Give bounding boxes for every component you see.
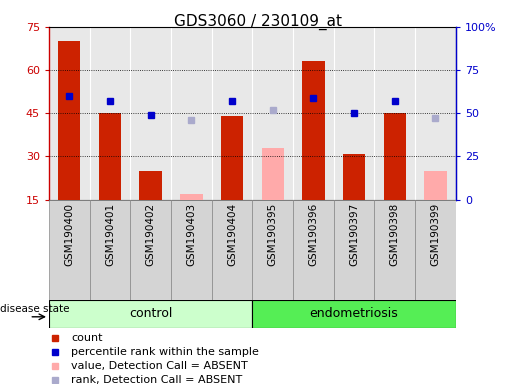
Text: GSM190397: GSM190397 xyxy=(349,203,359,266)
Text: disease state: disease state xyxy=(0,304,70,314)
Bar xyxy=(49,300,252,328)
Bar xyxy=(262,148,284,200)
Text: GSM190402: GSM190402 xyxy=(146,203,156,266)
Text: GSM190403: GSM190403 xyxy=(186,203,196,266)
Text: control: control xyxy=(129,308,173,320)
Bar xyxy=(343,154,365,200)
Text: GSM190395: GSM190395 xyxy=(268,203,278,266)
Bar xyxy=(415,200,456,300)
Text: GSM190400: GSM190400 xyxy=(64,203,74,266)
Bar xyxy=(130,200,171,300)
Bar xyxy=(212,200,252,300)
Bar xyxy=(252,200,293,300)
Text: GSM190404: GSM190404 xyxy=(227,203,237,266)
Text: GSM190401: GSM190401 xyxy=(105,203,115,266)
Bar xyxy=(99,113,121,200)
Text: GSM190399: GSM190399 xyxy=(431,203,440,266)
Text: count: count xyxy=(71,333,103,343)
Text: GDS3060 / 230109_at: GDS3060 / 230109_at xyxy=(174,13,341,30)
Bar xyxy=(374,200,415,300)
Bar xyxy=(334,200,374,300)
Bar xyxy=(252,300,456,328)
Text: percentile rank within the sample: percentile rank within the sample xyxy=(71,347,259,357)
Bar xyxy=(171,200,212,300)
Text: endometriosis: endometriosis xyxy=(310,308,399,320)
Bar xyxy=(424,171,447,200)
Text: GSM190398: GSM190398 xyxy=(390,203,400,266)
Text: rank, Detection Call = ABSENT: rank, Detection Call = ABSENT xyxy=(71,375,243,384)
Bar xyxy=(293,200,334,300)
Bar xyxy=(58,41,80,200)
Bar xyxy=(384,113,406,200)
Bar xyxy=(180,194,202,200)
Bar xyxy=(90,200,130,300)
Bar xyxy=(302,61,324,200)
Text: value, Detection Call = ABSENT: value, Detection Call = ABSENT xyxy=(71,361,248,371)
Bar xyxy=(221,116,243,200)
Text: GSM190396: GSM190396 xyxy=(308,203,318,266)
Bar xyxy=(140,171,162,200)
Bar xyxy=(49,200,90,300)
